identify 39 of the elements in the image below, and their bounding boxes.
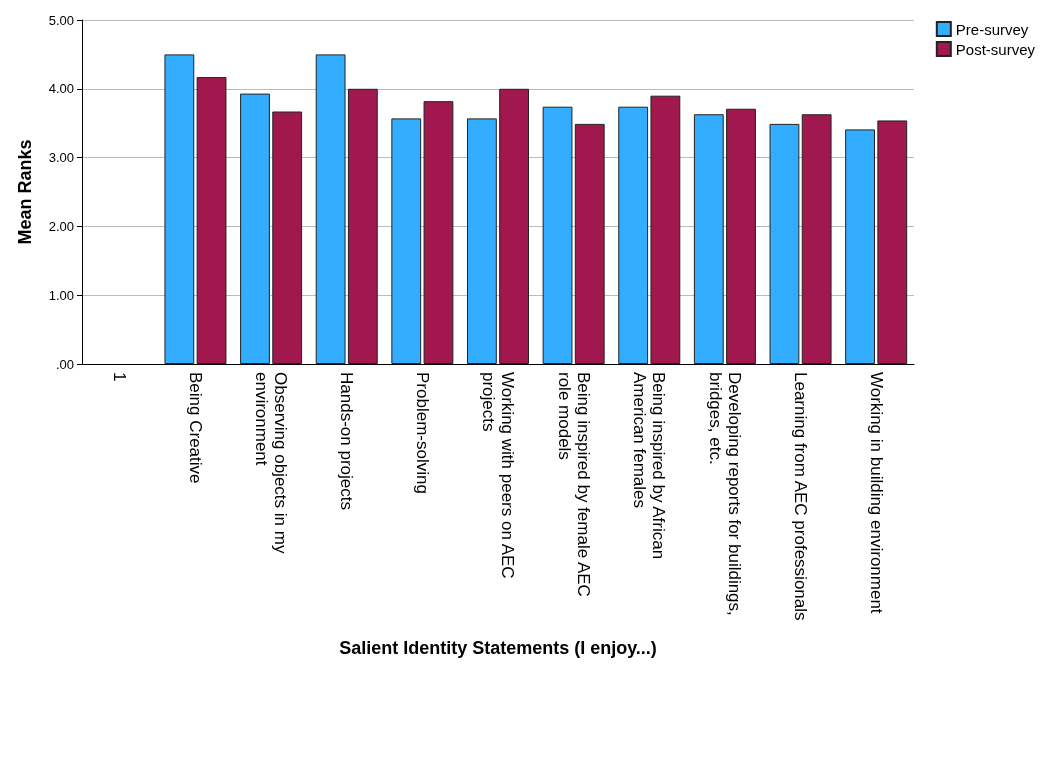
bar <box>347 88 378 364</box>
x-tick-label: Working in building environment <box>866 372 886 614</box>
bar <box>618 106 649 364</box>
bar <box>240 93 270 364</box>
bar <box>574 123 605 364</box>
bar <box>693 114 724 364</box>
y-tick-label: 1.00 <box>48 287 74 303</box>
x-tick-label: Observing objects in my environment <box>252 372 291 559</box>
bar <box>196 77 227 364</box>
bar <box>391 118 422 364</box>
bar <box>423 101 454 364</box>
y-axis-title: Mean Ranks <box>15 139 35 245</box>
bar <box>650 95 681 364</box>
x-tick-label: 1 <box>110 372 130 382</box>
y-tick-label: 2.00 <box>48 218 74 234</box>
bar <box>845 129 875 364</box>
y-tick-label: 4.00 <box>48 81 74 97</box>
bar <box>801 114 832 364</box>
bar <box>769 123 800 364</box>
bar <box>272 111 303 364</box>
y-tick-label: 3.00 <box>48 150 74 166</box>
x-tick-label: Being Creative <box>185 372 205 484</box>
bar <box>499 88 530 364</box>
y-tick-label: .00 <box>55 356 74 372</box>
x-tick-label: Hands-on projects <box>337 372 357 510</box>
bar <box>877 120 908 364</box>
x-tick-label: Developing reports for buildings, bridges, etc. <box>705 372 744 621</box>
bar <box>542 106 573 364</box>
x-tick-label: Working with peers on AEC projects <box>479 372 517 584</box>
x-tick-label: Learning from AEC professionals <box>791 372 811 621</box>
legend-label: Pre-survey <box>955 20 1029 38</box>
bar <box>164 54 195 364</box>
x-axis-title: Salient Identity Statements (I enjoy...) <box>339 638 657 658</box>
bar <box>726 108 756 364</box>
legend-label: Post-survey <box>955 40 1036 58</box>
bar <box>315 54 346 364</box>
x-tick-label: Problem-solving <box>412 372 432 494</box>
bar <box>466 118 497 364</box>
y-tick-label: 5.00 <box>48 12 74 28</box>
